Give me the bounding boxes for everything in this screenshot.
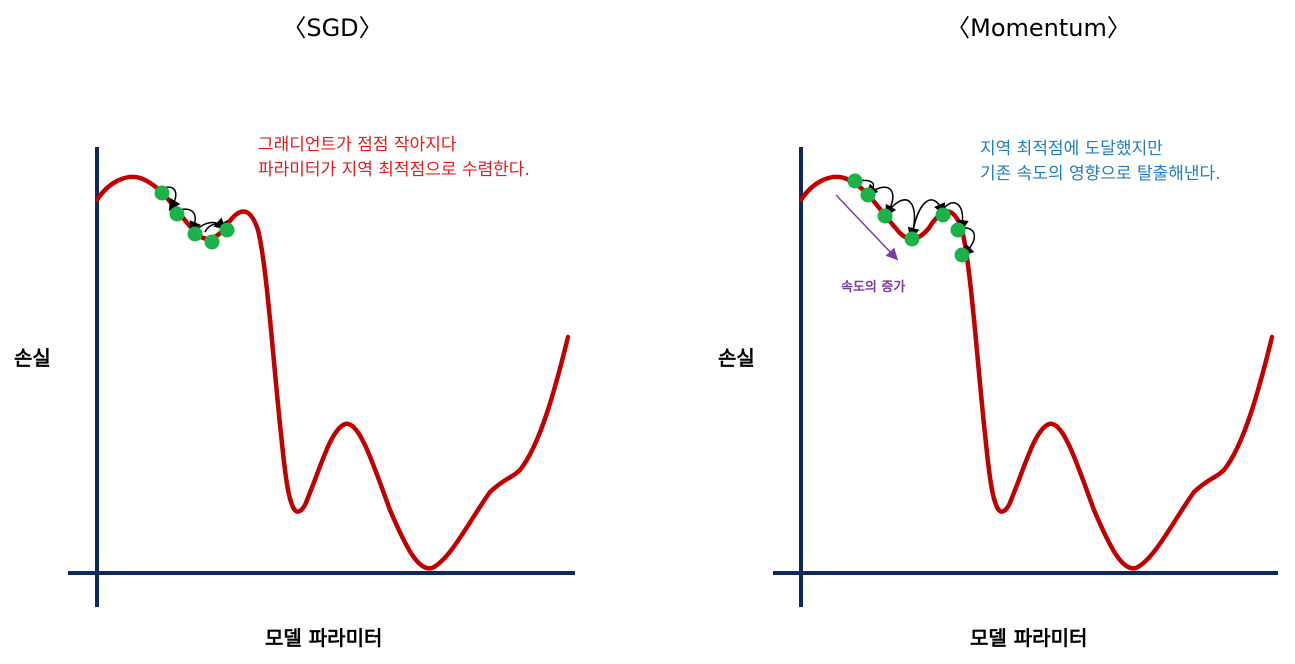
- loss-curve: [94, 174, 571, 571]
- y-axis-label-sgd: 손실: [14, 346, 51, 370]
- parameter-point: [204, 234, 220, 250]
- parameter-point: [187, 226, 203, 242]
- sgd-annotation-line-2: 파라미터가 지역 최적점으로 수렴한다.: [258, 160, 530, 180]
- momentum-panel: 〈Momentum〉 지역 최적점에 도달했지만 기존 속도의 영향으로 탈출해…: [648, 0, 1295, 664]
- loss-curve: [798, 174, 1275, 571]
- x-axis-label-sgd: 모델 파라미터: [265, 626, 383, 650]
- sgd-plot: [68, 147, 575, 607]
- velocity-increase-label: 속도의 증가: [841, 280, 906, 295]
- sgd-panel: 〈SGD〉 그래디언트가 점점 작아지다 파라미터가 지역 최적점으로 수렴한다…: [14, 14, 575, 650]
- step-arrow: [868, 186, 897, 218]
- momentum-annotation-line-1: 지역 최적점에 도달했지만: [980, 139, 1163, 159]
- velocity-arrow: [835, 194, 899, 261]
- parameter-point: [950, 222, 966, 238]
- x-axis-label-momentum: 모델 파라미터: [970, 626, 1088, 650]
- parameter-point: [954, 247, 970, 263]
- panel-title-momentum: 〈Momentum〉: [946, 14, 1131, 42]
- momentum-annotation-line-2: 기존 속도의 영향으로 탈출해낸다.: [980, 164, 1221, 184]
- momentum-plot: [773, 147, 1278, 607]
- parameter-point: [877, 208, 893, 224]
- parameter-point: [219, 222, 235, 238]
- momentum-annotation: 지역 최적점에 도달했지만 기존 속도의 영향으로 탈출해낸다.: [980, 137, 1221, 187]
- parameter-point: [860, 187, 876, 203]
- parameter-point: [904, 231, 920, 247]
- parameter-point: [847, 173, 863, 189]
- y-axis-label-momentum: 손실: [718, 346, 755, 370]
- panel-title-sgd: 〈SGD〉: [282, 14, 383, 42]
- parameter-point: [154, 185, 170, 201]
- sgd-annotation-line-1: 그래디언트가 점점 작아지다: [258, 135, 457, 155]
- sgd-annotation: 그래디언트가 점점 작아지다 파라미터가 지역 최적점으로 수렴한다.: [258, 133, 530, 183]
- parameter-point: [935, 207, 951, 223]
- parameter-point: [169, 206, 185, 222]
- step-arrow: [911, 199, 946, 237]
